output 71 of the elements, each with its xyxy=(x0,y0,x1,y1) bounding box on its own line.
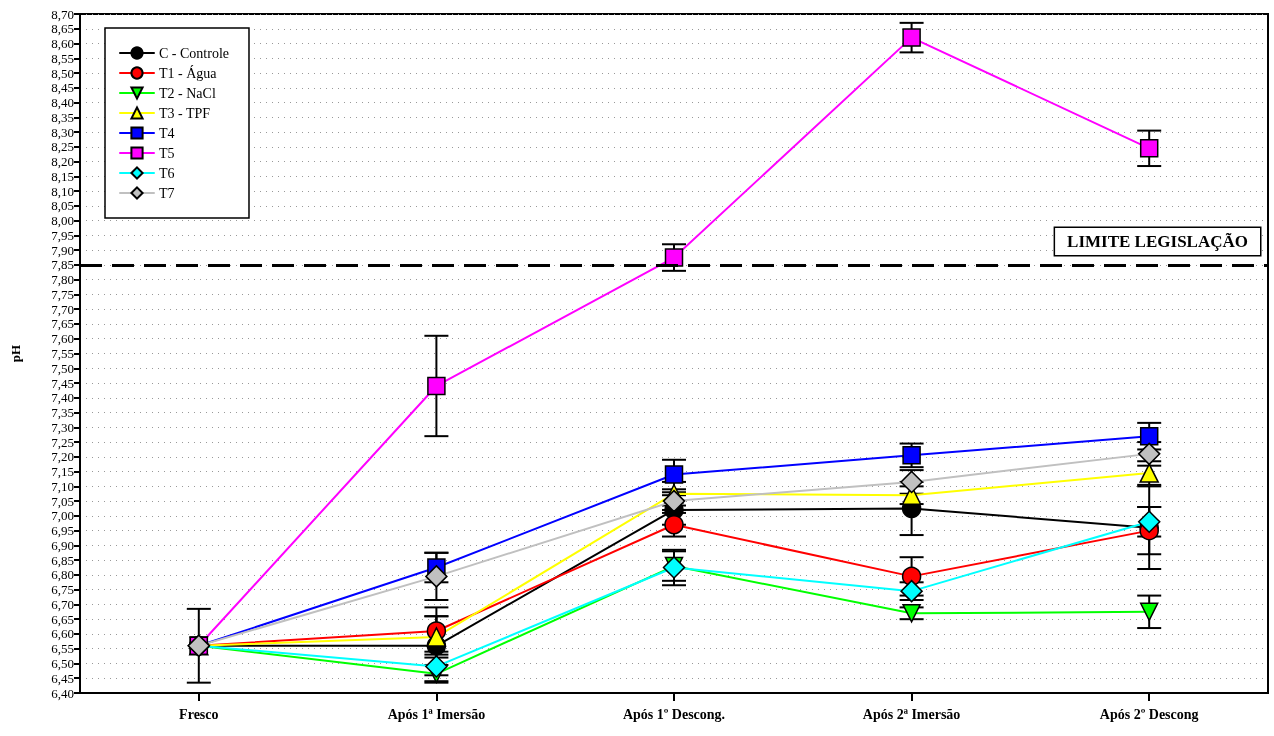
x-tick-label: Após 2º Descong xyxy=(1099,706,1199,722)
legend-label: T6 xyxy=(159,165,175,181)
y-tick-label: 7,30 xyxy=(51,419,74,435)
y-tick-label: 8,10 xyxy=(51,183,74,199)
y-tick-label: 8,30 xyxy=(51,124,74,140)
point xyxy=(426,627,447,647)
y-tick-label: 8,55 xyxy=(51,50,74,66)
y-tick-label: 6,95 xyxy=(51,523,74,539)
point xyxy=(427,376,446,396)
y-tick-label: 7,40 xyxy=(51,390,74,406)
legend-label: T4 xyxy=(159,125,175,141)
y-tick-label: 7,15 xyxy=(51,464,74,480)
y-tick-label: 6,90 xyxy=(51,537,74,553)
y-tick-label: 8,15 xyxy=(51,168,74,184)
y-tick-label: 8,70 xyxy=(51,6,74,22)
y-tick-label: 8,25 xyxy=(51,139,74,155)
y-tick-label: 7,50 xyxy=(51,360,74,376)
x-tick-label: Fresco xyxy=(179,706,219,722)
legend-label: T5 xyxy=(159,145,175,161)
x-tick-label: Após 2ª Imersão xyxy=(862,706,961,722)
y-axis-title: pH xyxy=(8,344,23,363)
y-tick-label: 8,45 xyxy=(51,80,74,96)
y-tick-label: 7,25 xyxy=(51,434,74,450)
y-tick-label: 6,85 xyxy=(51,552,74,568)
y-tick-label: 8,50 xyxy=(51,65,74,81)
y-tick-label: 7,45 xyxy=(51,375,74,391)
y-tick-label: 6,80 xyxy=(51,567,74,583)
y-tick-label: 6,40 xyxy=(51,685,74,701)
ref-line-label: LIMITE LEGISLAÇÃO xyxy=(1067,231,1248,251)
y-tick-label: 8,00 xyxy=(51,213,74,229)
y-tick-label: 7,95 xyxy=(51,227,74,243)
y-tick-label: 6,75 xyxy=(51,582,74,598)
y-tick-label: 7,20 xyxy=(51,449,74,465)
y-tick-label: 8,65 xyxy=(51,21,74,37)
y-tick-label: 8,20 xyxy=(51,154,74,170)
legend-label: T7 xyxy=(159,185,175,201)
y-tick-label: 6,45 xyxy=(51,670,74,686)
y-tick-label: 8,35 xyxy=(51,109,74,125)
legend-label: T1 - Água xyxy=(159,64,218,81)
point xyxy=(902,604,921,623)
y-tick-label: 8,40 xyxy=(51,95,74,111)
y-tick-label: 7,65 xyxy=(51,316,74,332)
legend-label: T3 - TPF xyxy=(159,105,211,121)
y-tick-label: 7,90 xyxy=(51,242,74,258)
point xyxy=(902,28,921,47)
y-tick-label: 7,80 xyxy=(51,272,74,288)
y-tick-label: 7,35 xyxy=(51,405,74,421)
y-tick-label: 6,65 xyxy=(51,611,74,627)
legend-label: T2 - NaCl xyxy=(159,85,216,101)
x-tick-label: Após 1ª Imersão xyxy=(387,706,486,722)
point xyxy=(1139,139,1159,158)
y-tick-label: 7,10 xyxy=(51,478,74,494)
point xyxy=(425,565,448,588)
point xyxy=(664,465,684,484)
y-tick-label: 7,55 xyxy=(51,346,74,361)
y-tick-label: 7,00 xyxy=(51,508,74,524)
y-tick-label: 8,05 xyxy=(51,198,74,214)
y-tick-label: 6,50 xyxy=(51,655,74,671)
y-tick-label: 6,55 xyxy=(51,641,74,657)
point xyxy=(1139,602,1159,622)
legend-label: C - Controle xyxy=(159,45,229,61)
y-tick-label: 7,05 xyxy=(51,493,74,509)
y-tick-label: 8,60 xyxy=(51,36,74,52)
y-tick-label: 7,70 xyxy=(51,301,74,317)
y-tick-label: 6,60 xyxy=(51,626,74,642)
y-tick-label: 7,75 xyxy=(51,286,74,302)
x-tick-label: Após 1º Descong. xyxy=(622,706,726,722)
y-tick-label: 7,60 xyxy=(51,331,74,347)
point xyxy=(1139,426,1159,446)
y-tick-label: 6,70 xyxy=(51,596,74,612)
y-tick-label: 7,85 xyxy=(51,257,74,273)
